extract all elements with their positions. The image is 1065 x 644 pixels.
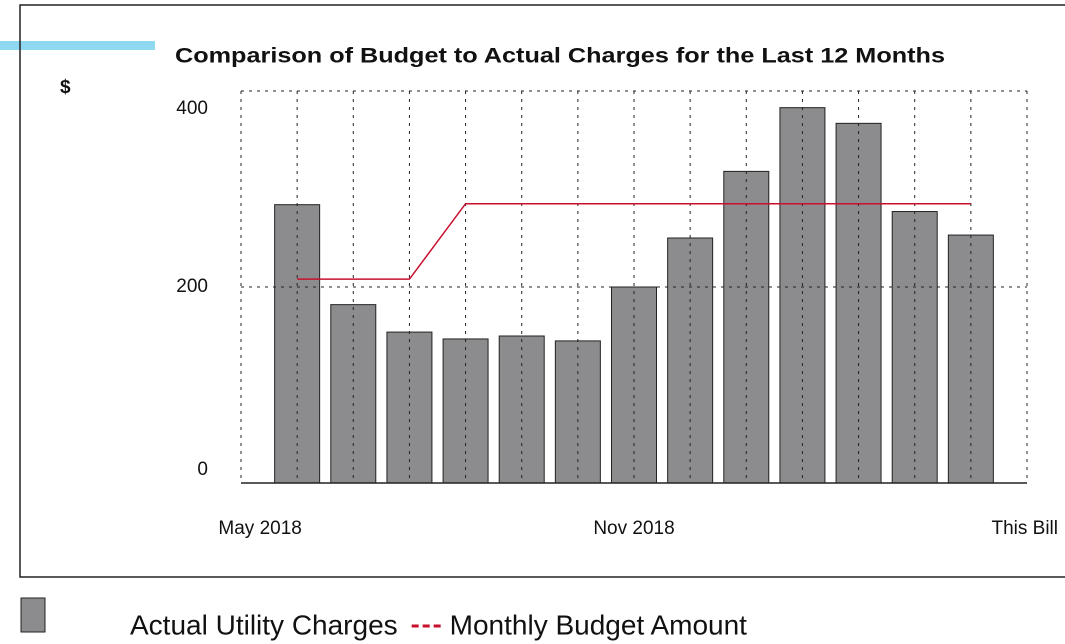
y-tick-label: 400 — [176, 98, 208, 119]
x-tick-label: Nov 2018 — [593, 518, 674, 539]
y-tick-label: 200 — [176, 276, 208, 297]
bar — [611, 286, 657, 484]
legend-label: Monthly Budget Amount — [450, 609, 748, 640]
y-axis-label: $ — [60, 77, 71, 98]
legend-label: Actual Utility Charges — [130, 609, 398, 640]
bar — [274, 204, 321, 484]
bar — [498, 335, 545, 484]
frame — [19, 4, 1065, 578]
legend-swatch — [20, 597, 46, 633]
x-tick-label: May 2018 — [218, 518, 301, 539]
bar — [667, 237, 714, 484]
accent-bar — [0, 41, 155, 50]
x-tick-label: This Bill — [991, 518, 1058, 539]
bar — [723, 170, 770, 484]
y-tick-label: 0 — [197, 459, 208, 480]
chart-title: Comparison of Budget to Actual Charges f… — [175, 45, 945, 68]
bar — [835, 122, 882, 484]
budget-line — [297, 202, 971, 280]
